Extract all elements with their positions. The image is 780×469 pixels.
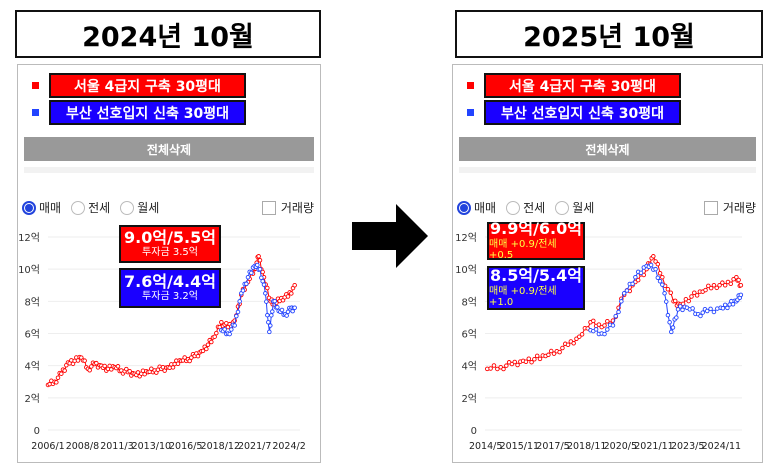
radio-1[interactable]: 전세	[71, 199, 110, 216]
price-detail: 투자금 3.2억	[142, 291, 198, 303]
legend-marker	[467, 109, 474, 116]
period-title: 2024년 10월	[15, 10, 321, 58]
radio-2[interactable]: 월세	[120, 199, 159, 216]
divider	[459, 167, 756, 173]
volume-checkbox[interactable]: 거래량	[703, 199, 756, 216]
checkbox[interactable]	[261, 200, 276, 215]
legend-item-busan[interactable]: 부산 선호입지 신축 30평대	[32, 100, 246, 125]
legend-item-seoul[interactable]: 서울 4급지 구축 30평대	[467, 73, 681, 98]
radio-2[interactable]: 월세	[555, 199, 594, 216]
volume-label: 거래량	[722, 201, 756, 215]
price-summary: 8.5억/5.4억	[490, 266, 582, 286]
clear-all-button[interactable]: 전체삭제	[24, 137, 314, 161]
radio-label: 매매	[39, 201, 62, 215]
price-summary: 7.6억/4.4억	[124, 272, 216, 292]
chart-card: 서울 4급지 구축 30평대 부산 선호입지 신축 30평대 전체삭제 매매 전세…	[452, 64, 763, 463]
checkbox[interactable]	[703, 200, 718, 215]
legend-label: 서울 4급지 구축 30평대	[484, 73, 681, 98]
arrow-right-icon	[352, 204, 428, 268]
volume-checkbox[interactable]: 거래량	[261, 199, 314, 216]
legend-label: 부산 선호입지 신축 30평대	[484, 100, 681, 125]
chart-card: 서울 4급지 구축 30평대 부산 선호입지 신축 30평대 전체삭제 매매 전세…	[17, 64, 321, 463]
legend-item-busan[interactable]: 부산 선호입지 신축 30평대	[467, 100, 681, 125]
radio-button[interactable]	[22, 200, 36, 215]
radio-label: 매매	[474, 201, 497, 215]
radio-0[interactable]: 매매	[457, 199, 496, 216]
seoul-price-box: 9.9억/6.0억 매매 +0.9/전세 +0.5	[487, 219, 585, 262]
legend-label: 부산 선호입지 신축 30평대	[49, 100, 246, 125]
period-title: 2025년 10월	[455, 10, 763, 58]
radio-1[interactable]: 전세	[506, 199, 545, 216]
radio-label: 전세	[88, 201, 111, 215]
radio-label: 월세	[572, 201, 595, 215]
price-detail: 투자금 3.5억	[142, 247, 198, 259]
price-summary: 9.0억/5.5억	[124, 228, 216, 248]
busan-price-box: 8.5억/5.4억 매매 +0.9/전세 +1.0	[487, 266, 585, 310]
trade-type-radio-group: 매매 전세 월세	[22, 199, 169, 216]
price-summary: 9.9억/6.0억	[490, 219, 582, 239]
price-detail: 매매 +0.9/전세 +0.5	[489, 238, 557, 262]
radio-button[interactable]	[555, 200, 570, 215]
radio-button[interactable]	[457, 200, 471, 215]
radio-0[interactable]: 매매	[22, 199, 61, 216]
radio-button[interactable]	[120, 200, 135, 215]
radio-label: 월세	[137, 201, 160, 215]
radio-button[interactable]	[71, 200, 86, 215]
divider	[24, 167, 314, 173]
legend-label: 서울 4급지 구축 30평대	[49, 73, 246, 98]
legend-marker	[467, 82, 474, 89]
clear-all-button[interactable]: 전체삭제	[459, 137, 756, 161]
volume-label: 거래량	[280, 201, 314, 215]
legend-marker	[32, 82, 39, 89]
legend-item-seoul[interactable]: 서울 4급지 구축 30평대	[32, 73, 246, 98]
seoul-price-box: 9.0억/5.5억 투자금 3.5억	[119, 225, 221, 263]
busan-price-box: 7.6억/4.4억 투자금 3.2억	[119, 268, 221, 308]
legend-marker	[32, 109, 39, 116]
price-detail: 매매 +0.9/전세 +1.0	[489, 285, 557, 309]
trade-type-radio-group: 매매 전세 월세	[457, 199, 604, 216]
radio-button[interactable]	[506, 200, 521, 215]
radio-label: 전세	[523, 201, 546, 215]
